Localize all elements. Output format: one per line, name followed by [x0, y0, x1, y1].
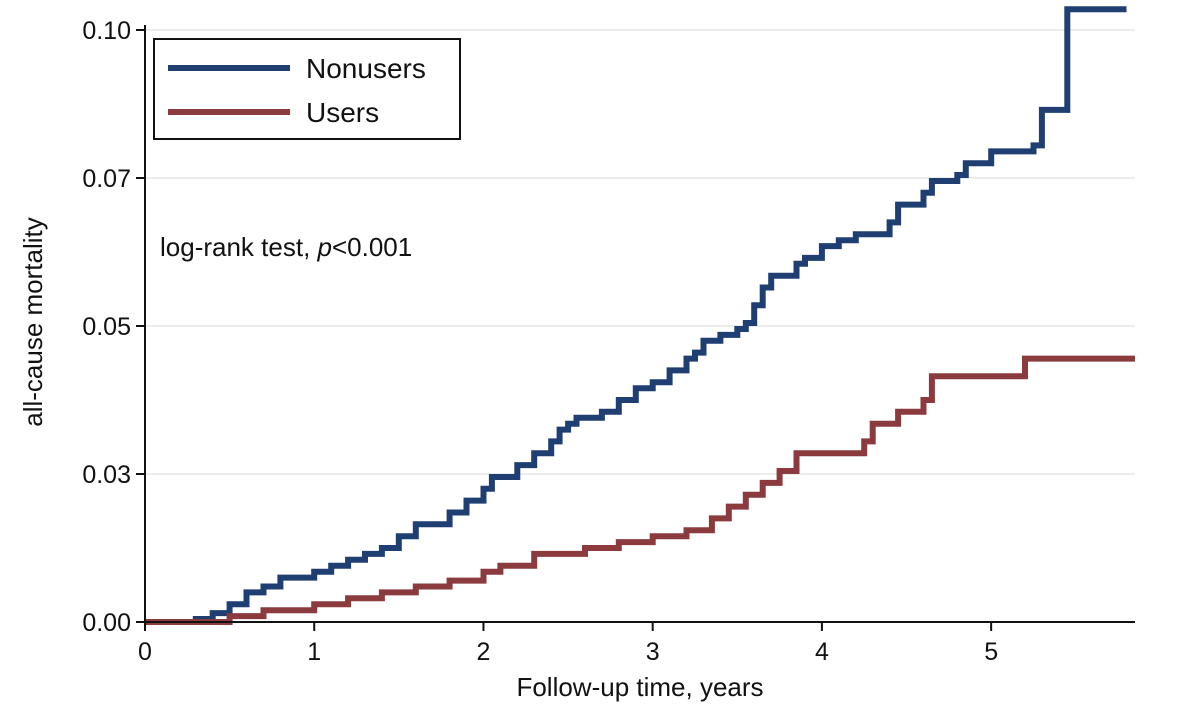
y-tick-label: 0.10: [82, 17, 131, 45]
legend-label-nonusers: Nonusers: [306, 53, 426, 84]
y-tick-label: 0.00: [82, 609, 131, 637]
x-tick-label: 0: [138, 638, 152, 666]
series-layer: [145, 6, 1135, 625]
annotation-suffix: <0.001: [332, 232, 412, 262]
y-ticks: 0.00 0.03 0.05 0.07 0.10: [82, 17, 145, 637]
series-line-users: [145, 355, 1135, 625]
annotation-p: p: [317, 232, 332, 262]
y-tick-label: 0.03: [82, 461, 131, 489]
gridlines: [145, 29, 1135, 475]
legend: Nonusers Users: [153, 38, 461, 140]
axes: [144, 25, 1135, 623]
y-tick-label: 0.07: [82, 165, 131, 193]
x-tick-label: 5: [984, 638, 998, 666]
x-ticks: 0 1 2 3 4 5: [138, 622, 998, 666]
legend-label-users: Users: [306, 97, 379, 128]
annotation-prefix: log-rank test,: [160, 232, 318, 262]
x-tick-label: 4: [815, 638, 829, 666]
x-tick-label: 2: [477, 638, 491, 666]
series-line-nonusers: [145, 6, 1127, 625]
log-rank-annotation: log-rank test, p<0.001: [160, 232, 412, 262]
y-axis-title: all-cause mortality: [18, 217, 48, 427]
legend-box: [153, 38, 461, 140]
x-tick-label: 1: [307, 638, 321, 666]
x-axis-title: Follow-up time, years: [516, 672, 763, 702]
y-tick-label: 0.05: [82, 313, 131, 341]
x-tick-label: 3: [646, 638, 660, 666]
